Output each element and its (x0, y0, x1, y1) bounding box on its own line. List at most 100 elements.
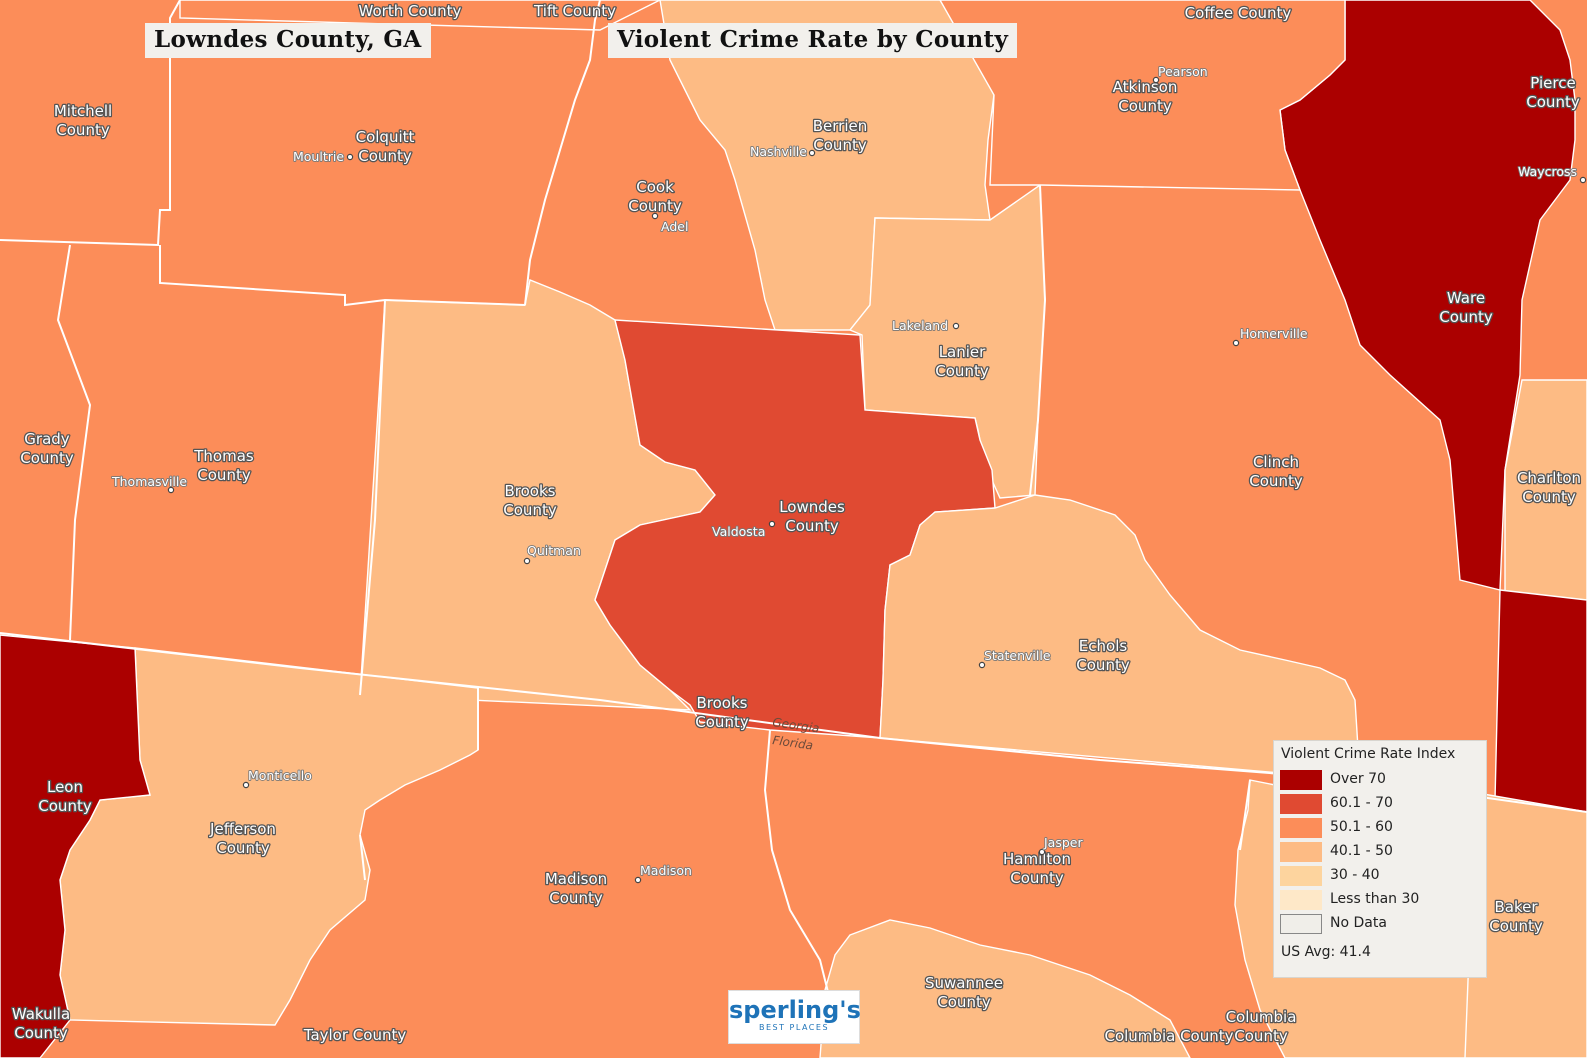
legend-swatch (1280, 818, 1322, 838)
label-brooks-ga-1[interactable]: Brooks (503, 481, 557, 502)
label-berrien-1[interactable]: Berrien (811, 116, 868, 137)
label-lanier-1[interactable]: Lanier (937, 342, 987, 363)
label-worth[interactable]: Worth County (357, 1, 463, 22)
label-hamilton-2[interactable]: County (1009, 868, 1065, 889)
label-jefferson-2[interactable]: County (215, 838, 271, 859)
label-ware-2[interactable]: County (1438, 307, 1494, 328)
city-dot-waycross[interactable] (1579, 176, 1587, 184)
city-quitman[interactable]: Quitman (526, 542, 582, 559)
label-mitchell-1[interactable]: Mitchell (53, 101, 114, 122)
city-nashville[interactable]: Nashville (749, 143, 808, 160)
city-dot-adel[interactable] (651, 212, 659, 220)
label-suwannee-1[interactable]: Suwannee (924, 973, 1005, 994)
label-colquitt-1[interactable]: Colquitt (354, 127, 415, 148)
legend-item-60-70[interactable]: 60.1 - 70 (1280, 793, 1480, 815)
label-madison-1[interactable]: Madison (544, 869, 609, 890)
label-grady-2[interactable]: County (19, 448, 75, 469)
city-thomasville[interactable]: Thomasville (110, 473, 188, 490)
label-colquitt-2[interactable]: County (357, 146, 413, 167)
city-lakeland[interactable]: Lakeland (891, 317, 949, 334)
label-echols-2[interactable]: County (1075, 655, 1131, 676)
label-clinch-2[interactable]: County (1248, 471, 1304, 492)
sperlings-logo[interactable]: sperling's BEST PLACES (728, 990, 861, 1044)
city-jasper[interactable]: Jasper (1042, 834, 1084, 851)
city-monticello[interactable]: Monticello (247, 767, 313, 784)
legend-swatch (1280, 914, 1322, 934)
label-brooks-fl-2[interactable]: County (694, 712, 750, 733)
label-ware-1[interactable]: Ware (1446, 288, 1487, 309)
label-baker-1[interactable]: Baker (1493, 897, 1539, 918)
city-dot-statenville[interactable] (978, 661, 986, 669)
label-thomas-2[interactable]: County (196, 465, 252, 486)
label-mitchell-2[interactable]: County (55, 120, 111, 141)
label-columbia-1[interactable]: Columbia (1224, 1007, 1297, 1028)
label-columbia-2[interactable]: County (1233, 1026, 1289, 1047)
label-pierce-2[interactable]: County (1525, 92, 1581, 113)
region-leon[interactable] (0, 634, 151, 1058)
city-dot-valdosta[interactable] (768, 520, 776, 528)
legend-item-over-70[interactable]: Over 70 (1280, 769, 1480, 791)
label-atkinson-2[interactable]: County (1117, 96, 1173, 117)
legend-item-50-60[interactable]: 50.1 - 60 (1280, 817, 1480, 839)
city-dot-pearson[interactable] (1152, 76, 1160, 84)
label-lowndes-2[interactable]: County (784, 516, 840, 537)
label-charlton-2[interactable]: County (1521, 487, 1577, 508)
label-atkinson-1[interactable]: Atkinson (1111, 77, 1178, 98)
city-dot-thomasville[interactable] (167, 486, 175, 494)
city-dot-madison[interactable] (634, 876, 642, 884)
city-homerville[interactable]: Homerville (1239, 325, 1309, 342)
label-baker-2[interactable]: County (1488, 916, 1544, 937)
label-wakulla-2[interactable]: County (13, 1023, 69, 1044)
label-wakulla-1[interactable]: Wakulla (11, 1004, 72, 1025)
city-moultrie[interactable]: Moultrie (292, 148, 345, 165)
legend-item-30-40[interactable]: 30 - 40 (1280, 865, 1480, 887)
label-brooks-ga-2[interactable]: County (502, 500, 558, 521)
label-leon-2[interactable]: County (37, 796, 93, 817)
legend-item-40-50[interactable]: 40.1 - 50 (1280, 841, 1480, 863)
city-dot-lakeland[interactable] (952, 322, 960, 330)
legend-item-lt-30[interactable]: Less than 30 (1280, 889, 1480, 911)
label-lowndes-1[interactable]: Lowndes (778, 497, 846, 518)
label-madison-2[interactable]: County (548, 888, 604, 909)
city-dot-moultrie[interactable] (346, 153, 354, 161)
label-cook-2[interactable]: County (627, 196, 683, 217)
label-hamilton-1[interactable]: Hamilton (1002, 849, 1073, 870)
label-thomas-1[interactable]: Thomas (192, 446, 255, 467)
city-dot-homerville[interactable] (1232, 339, 1240, 347)
city-pearson[interactable]: Pearson (1157, 63, 1208, 80)
region-east-red[interactable] (1494, 589, 1587, 813)
city-adel[interactable]: Adel (660, 218, 689, 235)
label-jefferson-1[interactable]: Jefferson (208, 819, 277, 840)
label-berrien-2[interactable]: County (812, 135, 868, 156)
label-charlton-1[interactable]: Charlton (1516, 468, 1583, 489)
map-title: Violent Crime Rate by County (608, 23, 1018, 58)
label-cook-1[interactable]: Cook (635, 177, 675, 198)
label-clinch-1[interactable]: Clinch (1252, 452, 1301, 473)
city-dot-jasper[interactable] (1038, 848, 1046, 856)
location-title: Lowndes County, GA (145, 23, 431, 58)
city-dot-quitman[interactable] (523, 557, 531, 565)
label-columbia-single[interactable]: Columbia County (1103, 1026, 1235, 1047)
city-statenville[interactable]: Statenville (983, 647, 1052, 664)
label-pierce-1[interactable]: Pierce (1529, 73, 1577, 94)
city-madison[interactable]: Madison (639, 862, 693, 879)
legend-item-no-data[interactable]: No Data (1280, 913, 1480, 935)
city-valdosta[interactable]: Valdosta (711, 523, 766, 540)
label-suwannee-2[interactable]: County (936, 992, 992, 1013)
label-coffee[interactable]: Coffee County (1183, 3, 1292, 24)
label-brooks-fl-1[interactable]: Brooks (695, 693, 749, 714)
label-taylor[interactable]: Taylor County (301, 1025, 407, 1046)
label-echols-1[interactable]: Echols (1077, 636, 1128, 657)
region-echols[interactable] (879, 494, 1361, 781)
city-dot-nashville[interactable] (808, 149, 816, 157)
city-dot-monticello[interactable] (242, 781, 250, 789)
region-coffee[interactable] (939, 0, 1346, 191)
city-waycross[interactable]: Waycross (1517, 163, 1578, 180)
label-lanier-2[interactable]: County (934, 361, 990, 382)
label-grady-1[interactable]: Grady (23, 429, 71, 450)
label-tift[interactable]: Tift County (532, 1, 618, 22)
label-leon-1[interactable]: Leon (46, 777, 85, 798)
region-worth-top[interactable] (179, 0, 661, 31)
